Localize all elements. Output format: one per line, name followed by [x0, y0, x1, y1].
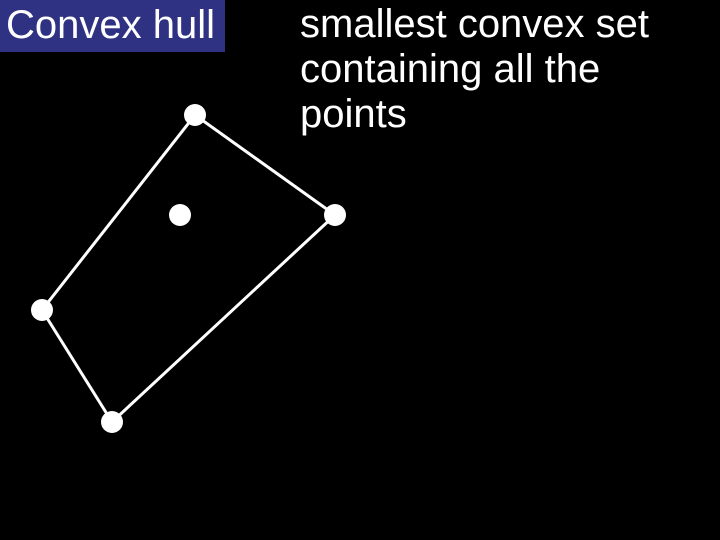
- point-left: [31, 299, 53, 321]
- point-inner: [169, 204, 191, 226]
- definition-text: smallest convex set containing all the p…: [300, 2, 710, 136]
- title-text: Convex hull: [6, 3, 215, 47]
- point-top: [184, 104, 206, 126]
- point-bottom: [101, 411, 123, 433]
- title-box: Convex hull: [0, 0, 225, 52]
- point-right: [324, 204, 346, 226]
